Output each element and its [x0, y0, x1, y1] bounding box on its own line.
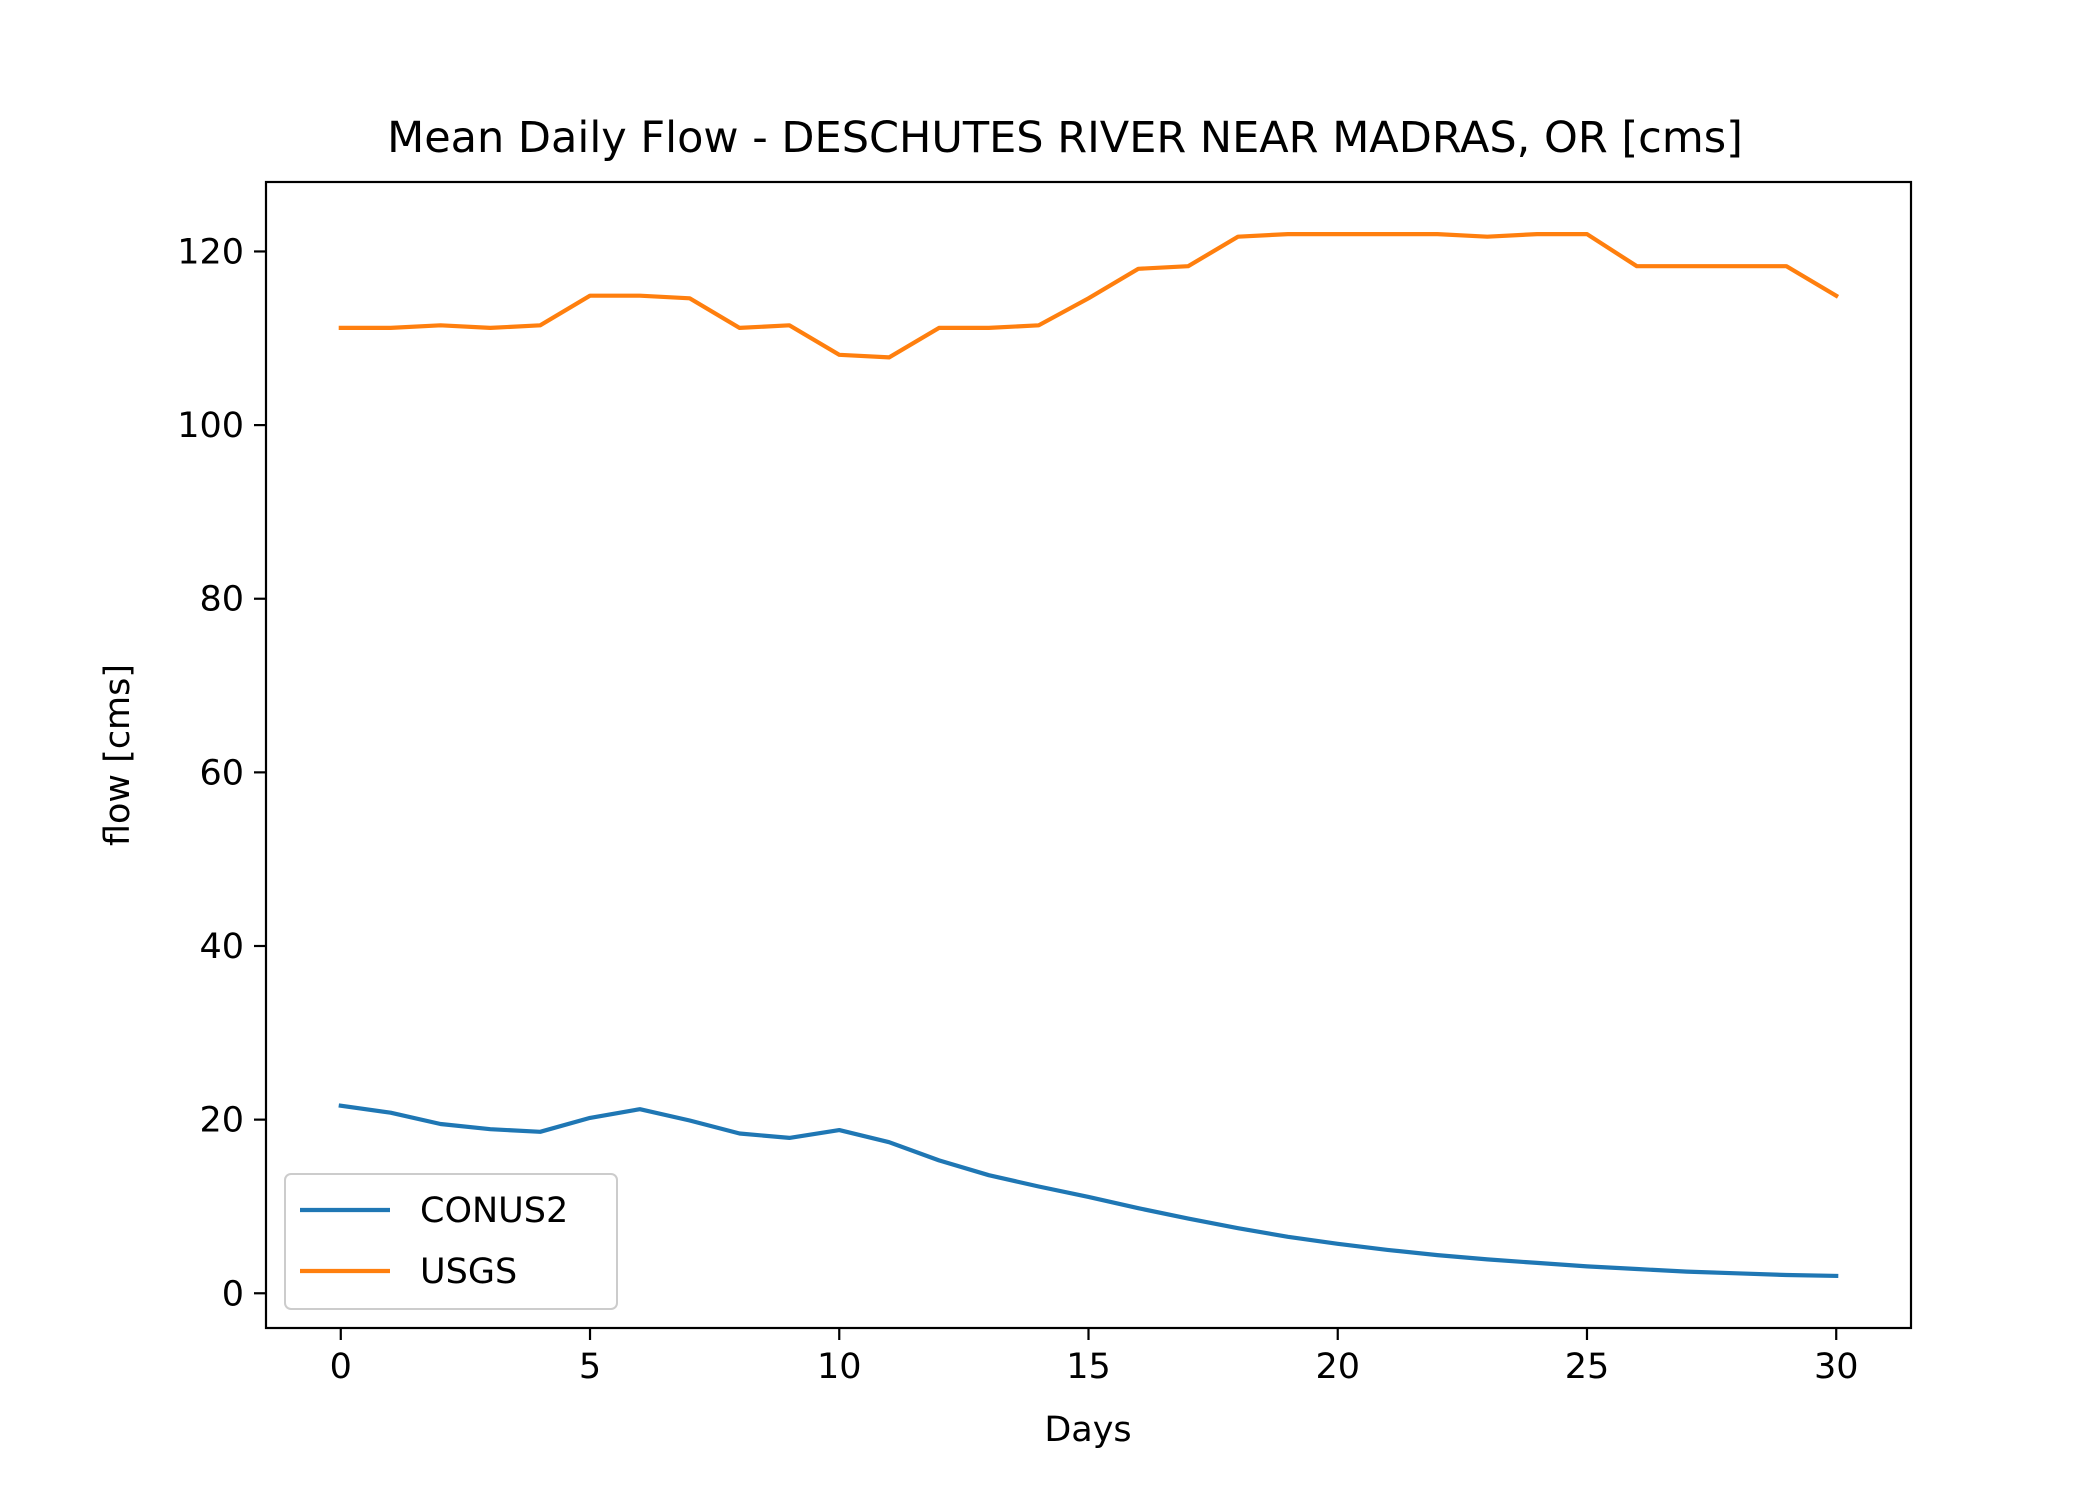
series-line-usgs — [338, 232, 1840, 360]
series-layer — [338, 232, 1840, 1279]
y-tick-label: 100 — [177, 406, 244, 446]
legend-box — [284, 1173, 618, 1310]
y-tick-label: 60 — [199, 753, 244, 793]
y-tick-label: 80 — [199, 580, 244, 620]
x-tick-label: 15 — [1066, 1347, 1111, 1387]
series-line-conus2 — [338, 1103, 1839, 1279]
x-axis-label: Days — [1044, 1410, 1131, 1450]
y-axis: 0 20 40 60 80 100 120 — [177, 232, 266, 1314]
y-tick-label: 40 — [199, 927, 244, 967]
x-tick-label: 10 — [817, 1347, 862, 1387]
y-tick-label: 0 — [222, 1274, 244, 1314]
x-tick-label: 25 — [1565, 1347, 1610, 1387]
y-tick-label: 20 — [199, 1101, 244, 1141]
x-axis: 0 5 10 15 20 25 30 — [330, 1328, 1859, 1387]
legend: CONUS2 USGS — [284, 1173, 618, 1310]
x-tick-label: 30 — [1814, 1347, 1859, 1387]
legend-label-usgs: USGS — [420, 1252, 517, 1292]
x-tick-label: 0 — [330, 1347, 352, 1387]
y-axis-label: flow [cms] — [98, 664, 138, 846]
chart-title: Mean Daily Flow - DESCHUTES RIVER NEAR M… — [387, 113, 1743, 163]
x-tick-label: 20 — [1315, 1347, 1360, 1387]
legend-label-conus2: CONUS2 — [420, 1191, 568, 1231]
y-tick-label: 120 — [177, 232, 244, 272]
x-tick-label: 5 — [579, 1347, 601, 1387]
